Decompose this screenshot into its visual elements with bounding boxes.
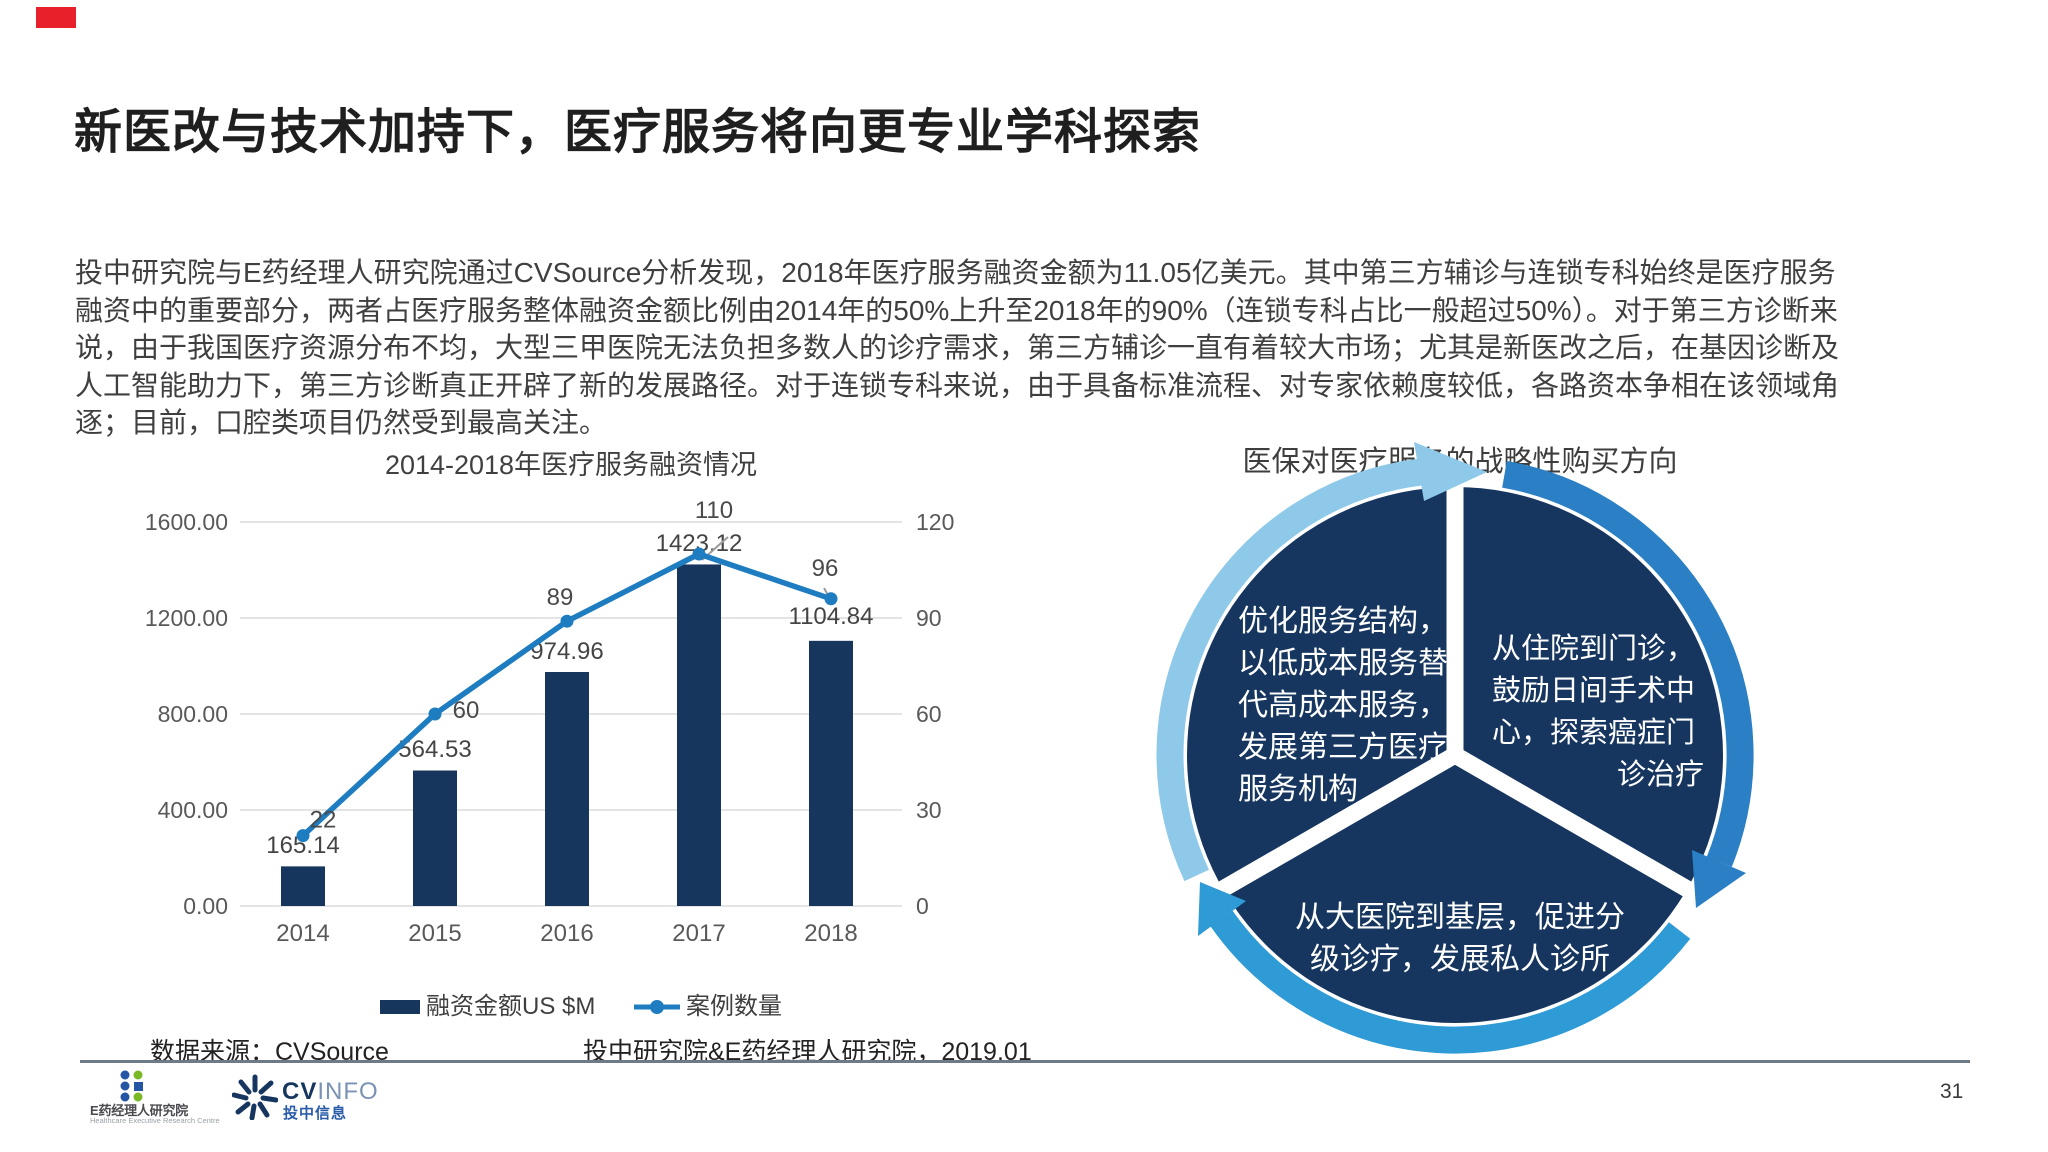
line-label: 60 [453,697,480,724]
legend-line-marker [650,1000,664,1014]
sector-text-right-lastline: 诊治疗 [1616,759,1704,791]
legend-bar-swatch [380,1000,420,1014]
body-paragraph: 投中研究院与E药经理人研究院通过CVSource分析发现，2018年医疗服务融资… [75,257,1840,438]
page-number: 31 [1940,1080,1964,1103]
cycle-arrowhead-right-icon [1692,850,1746,908]
x-axis-label: 2018 [804,920,857,947]
right-axis-tick: 120 [916,509,954,535]
sector-text-left: 优化服务结构， 以低成本服务替 代高成本服务， 发展第三方医疗 服务机构 [1238,605,1448,806]
bar-2014 [281,866,325,906]
cvinfo-pinwheel-icon [232,1074,278,1120]
bar-label: 974.96 [530,638,603,665]
line-label: 22 [310,807,337,834]
bar-label: 564.53 [398,736,471,763]
right-axis-tick: 30 [916,797,942,823]
x-axis-label: 2017 [672,920,725,947]
bar-2018 [809,640,853,906]
right-axis-tick: 90 [916,605,942,631]
line-point-2014 [296,829,310,843]
line-label: 89 [547,584,574,611]
line-label: 96 [812,555,839,582]
right-axis-tick: 60 [916,701,942,727]
herc-logo-name: E药经理人研究院 [90,1103,189,1118]
herc-logo-subtitle: Healthcare Executive Research Centre [90,1116,220,1125]
cvinfo-cv: CV [282,1078,318,1105]
line-point-2016 [560,614,574,628]
left-axis-tick: 0.00 [183,893,228,919]
cycle-arc-light-blue [1156,458,1422,882]
left-axis-tick: 1200.00 [145,605,228,631]
line-label: 110 [695,497,733,524]
sector-gap-lower-right [1450,747,1713,909]
bar-label: 1104.84 [789,603,874,630]
line-point-2015 [428,707,442,721]
bar-2017 [677,564,721,906]
legend-bar-label: 融资金额US $M [426,993,595,1020]
cycle-arc-bottom [1210,910,1691,1054]
herc-logo-dots-icon [120,1070,143,1102]
left-axis-tick: 800.00 [158,701,228,727]
funding-combo-chart: 2014-2018年医疗服务融资情况 1600.00 120 1200.00 90 800… [130,448,970,1028]
cvinfo-logo: CVINFO 投中信息 [232,1072,392,1122]
x-axis-label: 2014 [276,920,329,947]
legend-line-label: 案例数量 [686,993,782,1020]
page-title: 新医改与技术加持下，医疗服务将向更专业学科探索 [74,106,1202,159]
bar-2015 [413,770,457,906]
bar-2016 [545,672,589,906]
cvinfo-logo-text: CVINFO [282,1078,379,1106]
sector-gap-lower-left [1197,747,1460,909]
cycle-arrowhead-left-icon [1198,882,1246,936]
cvinfo-cn: 投中信息 [283,1105,348,1122]
red-accent-mark [36,7,76,28]
x-axis-label: 2016 [540,920,593,947]
cycle-arrowhead-top-icon [1414,442,1487,501]
sector-text-right: 从住院到门诊， 鼓励日间手术中 心，探索癌症门 [1492,633,1696,749]
cycle-arc-right [1502,461,1754,867]
sector-text-bottom: 从大医院到基层，促进分 级诊疗，发展私人诊所 [1295,901,1625,976]
footer-divider [80,1060,1970,1063]
cvinfo-info: INFO [317,1078,379,1105]
chart-title: 2014-2018年医疗服务融资情况 [385,450,757,480]
strategy-cycle-diagram [1156,442,1754,1054]
line-point-2017 [692,547,706,561]
combo-chart-svg: 2014-2018年医疗服务融资情况 1600.00 120 1200.00 90 800… [145,450,955,1020]
line-point-2018 [824,592,838,606]
x-axis-label: 2015 [408,920,461,947]
right-axis-tick: 0 [916,893,929,919]
left-axis-tick: 400.00 [158,797,228,823]
left-axis-tick: 1600.00 [145,509,228,535]
